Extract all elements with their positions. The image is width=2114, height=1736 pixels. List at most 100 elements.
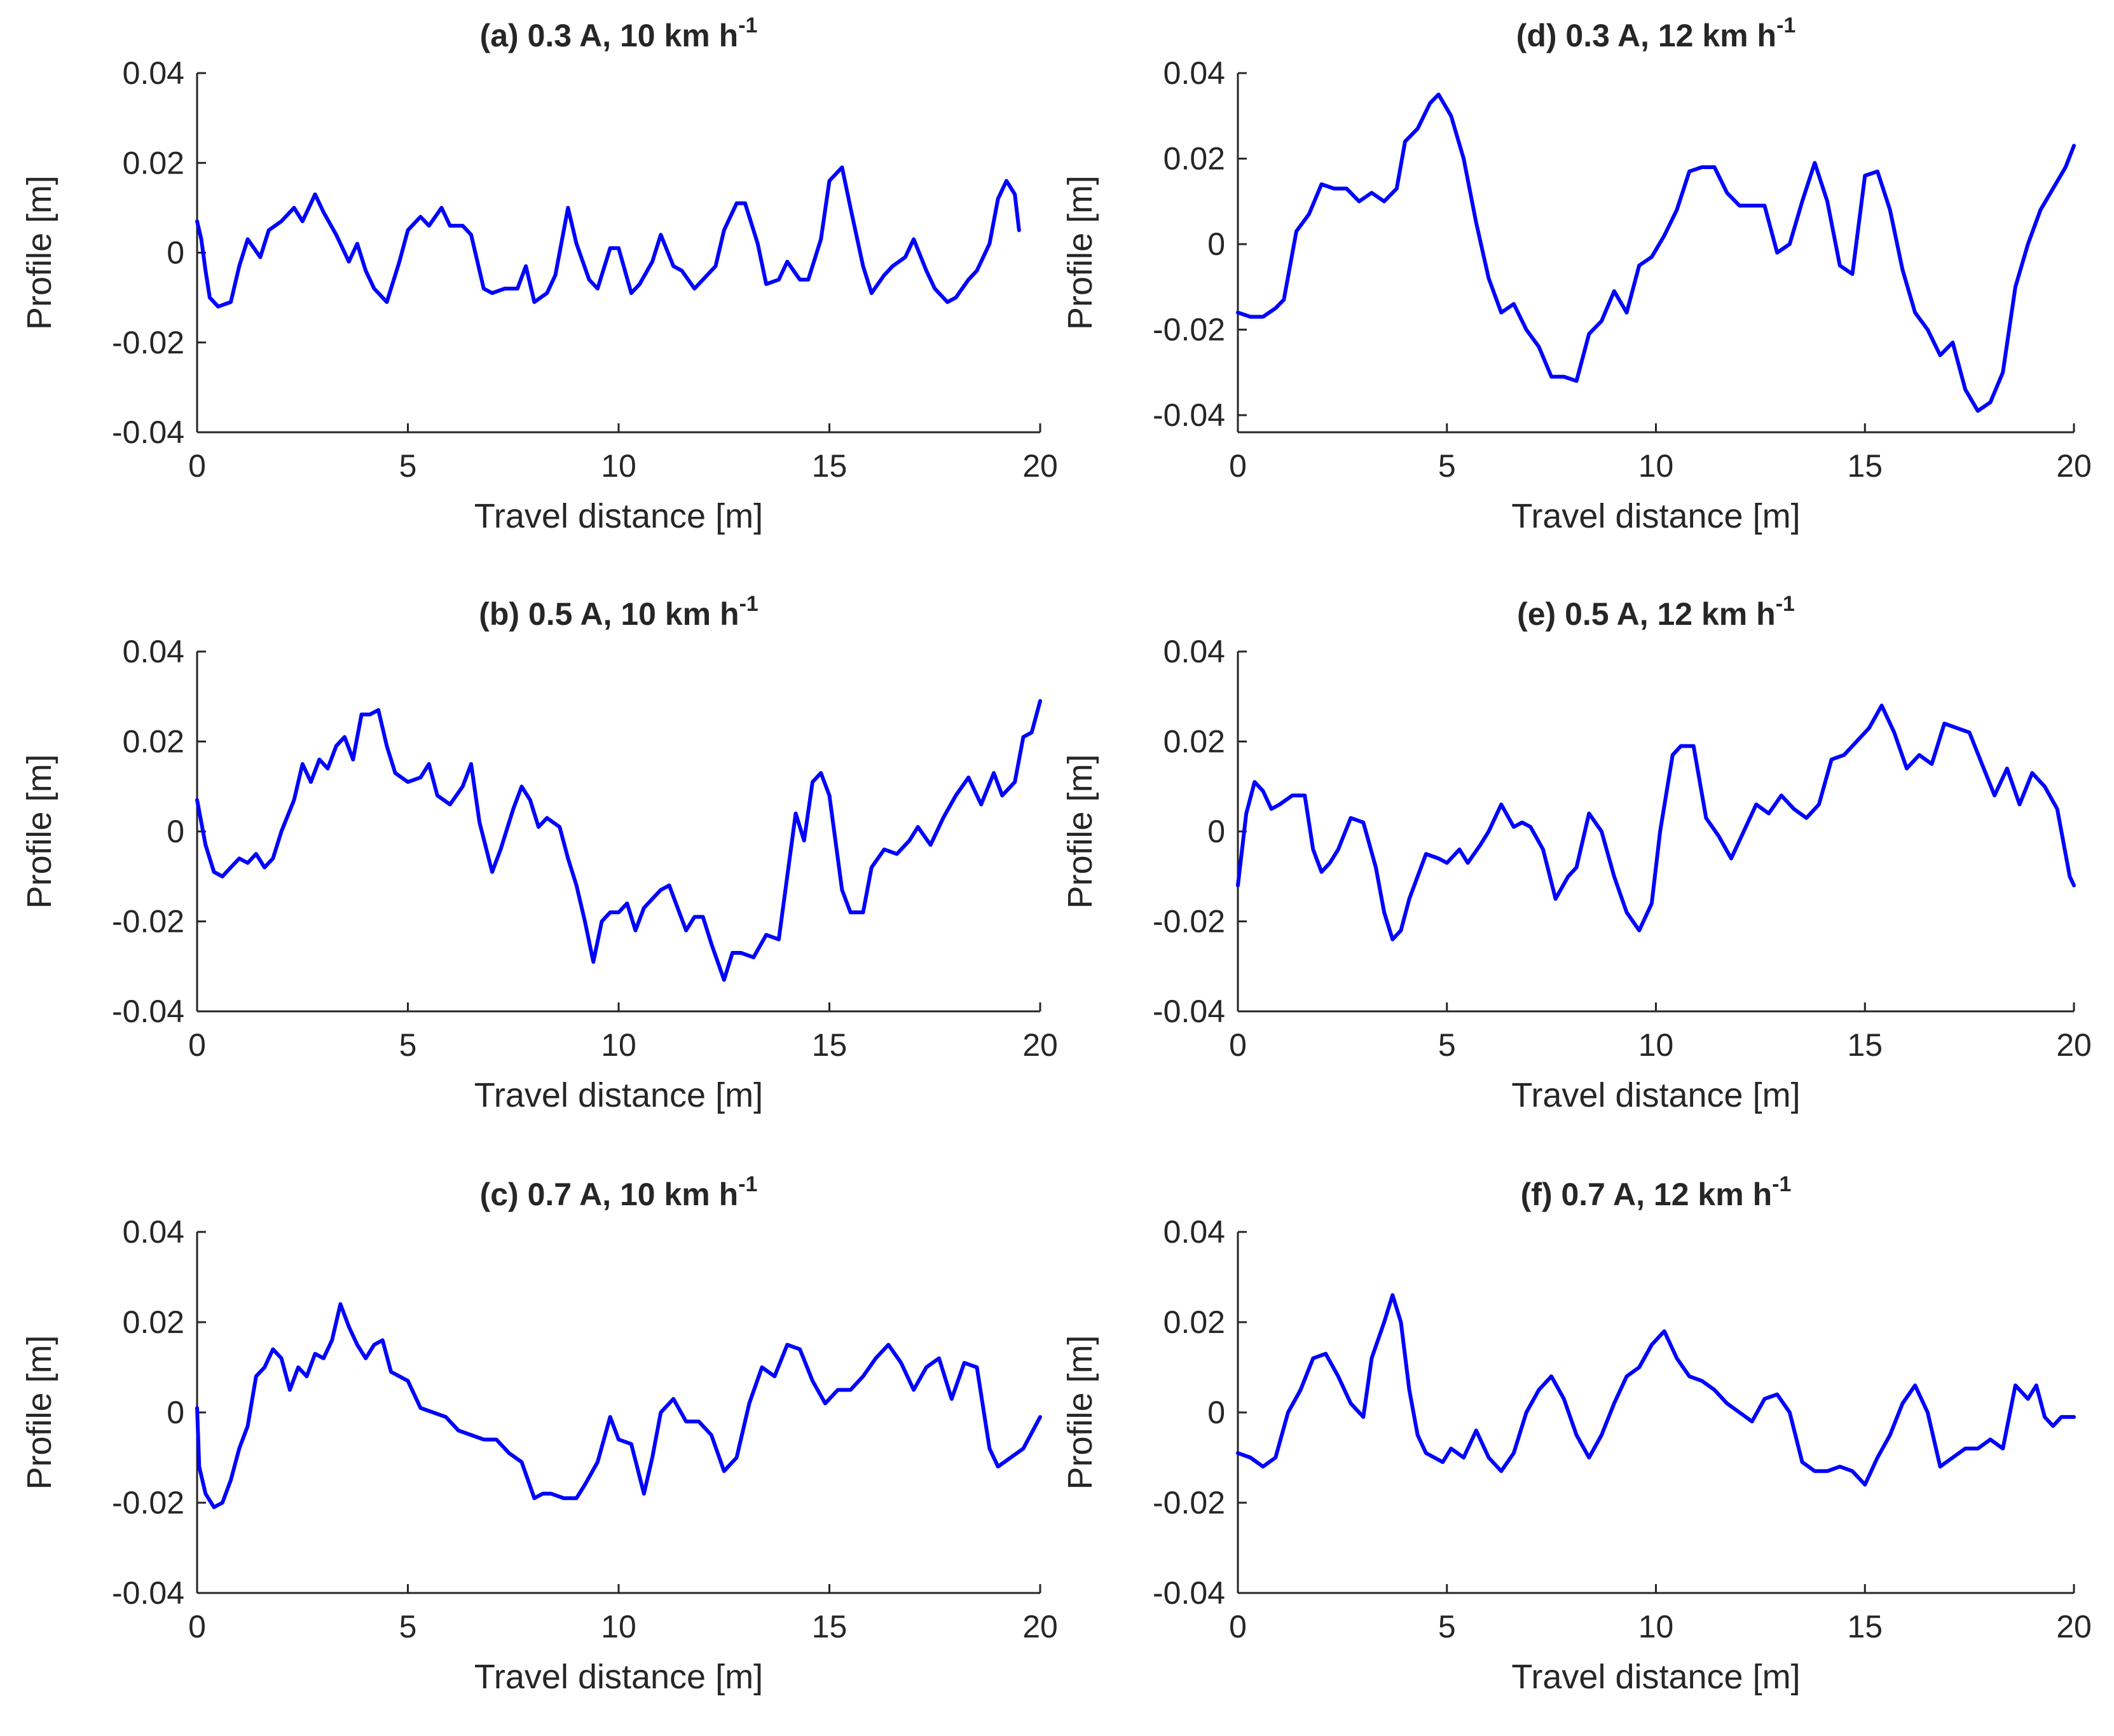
y-tick-label: 0.04	[1163, 55, 1225, 91]
y-tick-label: -0.04	[112, 1575, 184, 1611]
chart-title: (b) 0.5 A, 10 km h-1	[479, 592, 758, 632]
y-tick-label: 0.04	[123, 55, 184, 91]
chart-title-main: (f) 0.7 A, 12 km h	[1521, 1177, 1772, 1212]
x-tick-label: 20	[1022, 448, 1058, 484]
y-tick-label: -0.02	[112, 904, 184, 940]
x-tick-label: 5	[399, 448, 417, 484]
chart-title-superscript: -1	[1772, 1172, 1791, 1196]
chart-title: (f) 0.7 A, 12 km h-1	[1521, 1172, 1792, 1212]
x-tick-label: 20	[2056, 1609, 2092, 1644]
x-axis-label: Travel distance [m]	[1511, 1076, 1800, 1114]
chart-title-main: (d) 0.3 A, 12 km h	[1516, 18, 1776, 53]
series-line-profile	[195, 1302, 1042, 1510]
x-tick-label: 5	[1438, 1027, 1456, 1063]
x-tick-label: 5	[399, 1609, 417, 1644]
y-tick-label: 0.02	[123, 145, 184, 181]
y-tick-label: 0.04	[1163, 634, 1225, 669]
series-line-profile	[1236, 703, 2076, 941]
x-tick-label: 15	[812, 1027, 848, 1063]
series-line-profile	[1236, 92, 2076, 413]
y-tick-label: 0	[167, 1395, 184, 1430]
x-tick-label: 10	[1638, 448, 1674, 484]
x-tick-label: 15	[812, 1609, 848, 1644]
y-tick-label: -0.04	[112, 994, 184, 1029]
x-tick-label: 0	[188, 448, 206, 484]
chart-title: (a) 0.3 A, 10 km h-1	[480, 13, 758, 53]
x-axis-label: Travel distance [m]	[1511, 1658, 1800, 1696]
y-tick-label: 0.04	[123, 1214, 184, 1250]
y-tick-label: 0	[167, 235, 184, 271]
x-tick-label: 0	[1229, 1609, 1247, 1644]
y-tick-label: 0	[1207, 814, 1225, 849]
y-tick-label: 0.02	[123, 724, 184, 760]
chart-title-main: (c) 0.7 A, 10 km h	[480, 1177, 739, 1212]
y-axis-label: Profile [m]	[20, 175, 58, 330]
chart-title: (d) 0.3 A, 12 km h-1	[1516, 13, 1796, 53]
x-tick-label: 10	[601, 1609, 636, 1644]
chart-title-superscript: -1	[1776, 13, 1795, 38]
y-tick-label: -0.04	[1153, 994, 1225, 1029]
y-tick-label: 0.02	[1163, 724, 1225, 760]
y-tick-label: -0.04	[112, 414, 184, 450]
x-tick-label: 10	[601, 1027, 636, 1063]
x-axis-label: Travel distance [m]	[474, 1658, 763, 1696]
panel-a: 0 5 10 15 20 0.04 0.02 0 -0.02 -0.04 (a) 0.3 A, 10…	[20, 13, 1058, 535]
chart-title-superscript: -1	[739, 592, 758, 616]
x-tick-label: 0	[1229, 448, 1247, 484]
y-tick-label: 0.04	[123, 634, 184, 669]
chart-title-main: (b) 0.5 A, 10 km h	[479, 596, 739, 632]
y-tick-label: -0.02	[112, 1485, 184, 1521]
series-line-profile	[195, 165, 1021, 309]
y-axis-label: Profile [m]	[1061, 1335, 1099, 1489]
panel-d: 0 5 10 15 20 0.04 0.02 0 -0.02 -0.04 (d) 0.3 A, 12…	[1061, 13, 2092, 535]
chart-title: (e) 0.5 A, 12 km h-1	[1517, 592, 1795, 632]
y-axis-label: Profile [m]	[1061, 754, 1099, 908]
x-tick-label: 10	[1638, 1609, 1674, 1644]
y-tick-label: 0	[1207, 226, 1225, 262]
y-tick-label: 0.04	[1163, 1214, 1225, 1250]
x-tick-label: 0	[188, 1027, 206, 1063]
x-axis-label: Travel distance [m]	[1511, 497, 1800, 535]
chart-title-superscript: -1	[1776, 592, 1795, 616]
panel-b: 0 5 10 15 20 0.04 0.02 0 -0.02 -0.04 (b) 0.5 A, 10…	[20, 592, 1058, 1114]
x-tick-label: 20	[2056, 1027, 2092, 1063]
x-tick-label: 5	[1438, 448, 1456, 484]
x-tick-label: 20	[1022, 1027, 1058, 1063]
x-axis-label: Travel distance [m]	[474, 1076, 763, 1114]
y-axis-label: Profile [m]	[1061, 175, 1099, 330]
panel-f: 0 5 10 15 20 0.04 0.02 0 -0.02 -0.04 (f) 0.7 A, 12…	[1061, 1172, 2092, 1696]
x-tick-label: 15	[1847, 1027, 1883, 1063]
y-tick-label: -0.04	[1153, 1575, 1225, 1611]
x-tick-label: 5	[399, 1027, 417, 1063]
y-tick-label: 0.02	[1163, 1304, 1225, 1340]
y-tick-label: 0.02	[1163, 141, 1225, 177]
y-axis-label: Profile [m]	[20, 1335, 58, 1489]
y-tick-label: -0.02	[1153, 904, 1225, 940]
series-line-profile	[1236, 1293, 2076, 1487]
y-tick-label: -0.04	[1153, 397, 1225, 433]
x-tick-label: 15	[1847, 1609, 1883, 1644]
x-axis-label: Travel distance [m]	[474, 497, 763, 535]
x-tick-label: 10	[1638, 1027, 1674, 1063]
x-tick-label: 10	[601, 448, 636, 484]
chart-title: (c) 0.7 A, 10 km h-1	[480, 1172, 758, 1212]
chart-title-main: (a) 0.3 A, 10 km h	[480, 18, 739, 53]
panel-c: 0 5 10 15 20 0.04 0.02 0 -0.02 -0.04 (c) 0.7 A, 10…	[20, 1172, 1058, 1696]
chart-title-superscript: -1	[738, 1172, 757, 1196]
y-tick-label: -0.02	[1153, 1485, 1225, 1521]
x-tick-label: 15	[812, 448, 848, 484]
y-tick-label: 0.02	[123, 1304, 184, 1340]
y-tick-label: -0.02	[1153, 312, 1225, 348]
chart-title-main: (e) 0.5 A, 12 km h	[1517, 596, 1776, 632]
series-line-profile	[195, 699, 1042, 982]
chart-title-superscript: -1	[738, 13, 757, 38]
y-tick-label: -0.02	[112, 325, 184, 360]
x-tick-label: 20	[1022, 1609, 1058, 1644]
x-tick-label: 5	[1438, 1609, 1456, 1644]
x-tick-label: 0	[1229, 1027, 1247, 1063]
x-tick-label: 0	[188, 1609, 206, 1644]
y-tick-label: 0	[167, 814, 184, 849]
x-tick-label: 20	[2056, 448, 2092, 484]
